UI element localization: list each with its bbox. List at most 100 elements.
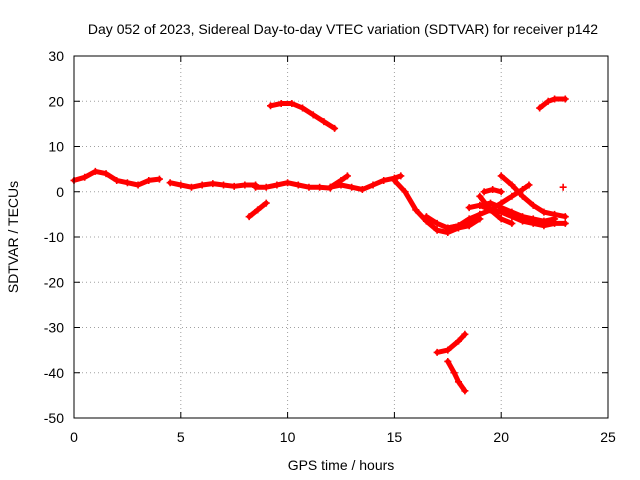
data-point [476, 192, 484, 200]
data-point [309, 111, 317, 119]
x-tick-label: 15 [387, 429, 403, 445]
series-line [445, 358, 468, 394]
data-point [316, 183, 324, 191]
data-point [187, 183, 195, 191]
data-point [444, 357, 452, 365]
data-point [422, 213, 430, 221]
y-tick-label: -10 [44, 229, 64, 245]
data-point [123, 179, 131, 187]
data-point [284, 179, 292, 187]
data-point [380, 176, 388, 184]
data-point [480, 188, 488, 196]
y-tick-label: -20 [44, 274, 64, 290]
data-point [508, 208, 516, 216]
y-axis-label: SDTVAR / TECUs [5, 181, 21, 293]
data-point [390, 176, 398, 184]
data-point [209, 180, 217, 188]
y-tick-label: 0 [56, 184, 64, 200]
x-tick-label: 5 [177, 429, 185, 445]
x-tick-labels: 0 5 10 15 20 25 [70, 429, 616, 445]
x-tick-label: 10 [280, 429, 296, 445]
data-point [561, 213, 569, 221]
y-tick-label: -30 [44, 320, 64, 336]
series-arc1 [70, 167, 163, 189]
data-point [454, 378, 462, 386]
data-point [252, 183, 260, 191]
y-tick-label: -50 [44, 410, 64, 426]
data-point [454, 337, 462, 345]
data-point [294, 181, 302, 189]
data-point [497, 204, 505, 212]
series-arc15 [497, 172, 569, 221]
series-arc11 [444, 357, 469, 395]
data-point [559, 183, 567, 191]
data-point [444, 224, 452, 232]
data-point [465, 204, 473, 212]
y-tick-label: 30 [48, 48, 64, 64]
data-point [489, 185, 497, 193]
data-point [254, 206, 262, 214]
x-tick-label: 20 [493, 429, 509, 445]
data-point [267, 102, 275, 110]
series-line [466, 202, 568, 229]
data-point [369, 181, 377, 189]
data-point [465, 215, 473, 223]
data-point [262, 183, 270, 191]
data-point [529, 201, 537, 209]
data-point [561, 95, 569, 103]
data-point [508, 181, 516, 189]
data-point [220, 181, 228, 189]
data-point [288, 100, 296, 108]
data-point [561, 219, 569, 227]
data-point [433, 219, 441, 227]
data-point [476, 201, 484, 209]
data-point [343, 172, 351, 180]
series-line [434, 331, 468, 355]
series-arc18 [536, 95, 569, 112]
x-tick-label: 0 [70, 429, 78, 445]
data-point [544, 97, 552, 105]
data-point [401, 188, 409, 196]
data-point [508, 192, 516, 200]
data-point [461, 387, 469, 395]
series-arc17 [480, 185, 505, 196]
data-point [245, 213, 253, 221]
chart-title: Day 052 of 2023, Sidereal Day-to-day VTE… [88, 21, 598, 37]
series-arc6 [245, 199, 270, 221]
data-point [326, 183, 334, 191]
data-point [497, 188, 505, 196]
data-point [540, 208, 548, 216]
series-line [537, 96, 568, 111]
data-point [519, 192, 527, 200]
data-point [358, 185, 366, 193]
data-point [529, 215, 537, 223]
data-point [113, 176, 121, 184]
series-arc16 [476, 192, 516, 227]
y-tick-labels: -50 -40 -30 -20 -10 0 10 20 30 [44, 48, 64, 426]
data-point [519, 213, 527, 221]
data-point [461, 330, 469, 338]
data-point [433, 226, 441, 234]
axis-ticks [73, 55, 609, 419]
data-point [508, 219, 516, 227]
y-tick-label: 20 [48, 93, 64, 109]
data-point [519, 185, 527, 193]
data-point [331, 124, 339, 132]
data-point [81, 173, 89, 181]
series-arc10 [433, 330, 469, 356]
series-arc19 [559, 183, 567, 191]
data-point [397, 172, 405, 180]
grid [74, 56, 608, 418]
data-point [497, 172, 505, 180]
data-point [273, 181, 281, 189]
data-point [134, 181, 142, 189]
data-point [551, 210, 559, 218]
data-point [230, 182, 238, 190]
x-tick-label: 25 [600, 429, 616, 445]
data-point [536, 104, 544, 112]
y-tick-label: 10 [48, 139, 64, 155]
data-point [540, 217, 548, 225]
data-point [198, 181, 206, 189]
data-point [412, 206, 420, 214]
data-point [145, 176, 153, 184]
